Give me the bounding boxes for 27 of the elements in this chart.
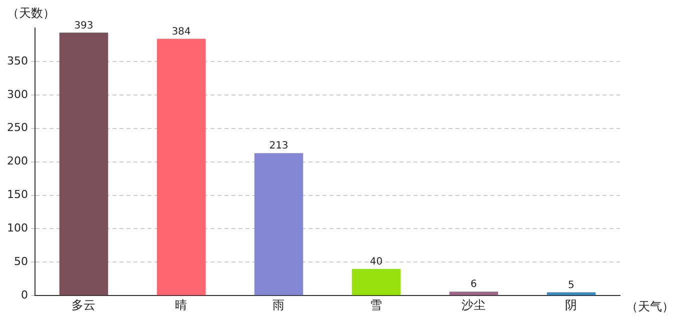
y-tick-label: 100 — [6, 222, 28, 235]
y-tick-label: 0 — [20, 288, 28, 302]
x-tick-label: 阴 — [565, 298, 578, 312]
data-label: 213 — [269, 140, 288, 152]
x-tick-label: 雨 — [272, 298, 285, 312]
y-tick-label: 350 — [6, 54, 28, 68]
bar — [352, 268, 401, 296]
x-tick-label: 雪 — [370, 298, 382, 312]
x-tick-label: 晴 — [175, 298, 188, 312]
y-tick-label: 150 — [6, 188, 28, 202]
x-axis-title: （天气） — [626, 300, 674, 314]
y-tick-label: 50 — [14, 255, 28, 268]
y-tick-label: 300 — [6, 88, 28, 101]
y-axis-title: （天数） — [6, 6, 55, 20]
x-tick-label: 沙尘 — [462, 298, 486, 312]
y-tick-label: 200 — [6, 154, 28, 168]
x-tick-label: 多云 — [72, 298, 96, 312]
data-label: 6 — [470, 279, 477, 290]
data-label: 40 — [370, 256, 383, 268]
bar — [59, 32, 108, 296]
data-label: 5 — [568, 280, 574, 291]
y-tick-label: 250 — [6, 121, 28, 134]
data-label: 393 — [74, 20, 94, 32]
bar — [449, 292, 498, 296]
data-label: 384 — [172, 26, 191, 38]
bar — [254, 153, 304, 296]
bar — [156, 38, 206, 296]
